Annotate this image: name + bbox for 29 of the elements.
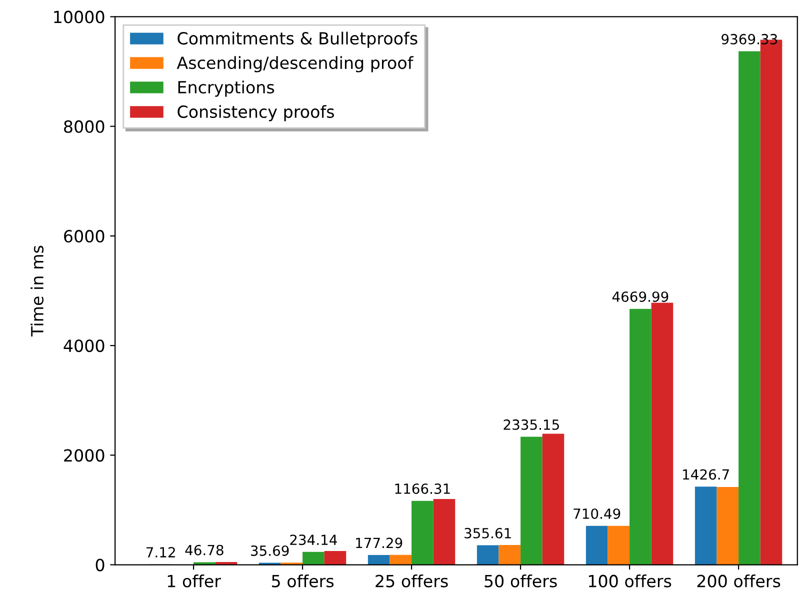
data-label: 355.61 bbox=[464, 528, 511, 538]
x-tick-label: 5 offers bbox=[272, 574, 334, 588]
y-tick-label: 0 bbox=[96, 558, 104, 572]
y-tick-label: 10000 bbox=[54, 10, 104, 24]
data-label: 7.12 bbox=[146, 547, 175, 558]
data-label: 2335.15 bbox=[504, 419, 559, 430]
data-label: 1426.7 bbox=[683, 469, 729, 480]
y-tick-label: 2000 bbox=[64, 449, 104, 462]
x-tick-label: 100 offers bbox=[588, 574, 672, 588]
data-label: 177.29 bbox=[356, 538, 402, 548]
x-tick-label: 25 offers bbox=[376, 574, 448, 588]
y-tick-label: 4000 bbox=[64, 340, 104, 352]
data-label: 710.49 bbox=[574, 508, 620, 519]
legend-label: Encryptions bbox=[178, 80, 274, 97]
y-axis-title: Time in ms bbox=[30, 246, 44, 337]
x-tick-label: 50 offers bbox=[484, 574, 557, 588]
legend-label: Ascending/descending proof bbox=[176, 56, 414, 72]
legend-label: Commitments & Bulletproofs bbox=[178, 32, 418, 48]
data-label: 4669.99 bbox=[612, 291, 668, 302]
legend-label: Consistency proofs bbox=[178, 105, 334, 122]
y-tick-label: 8000 bbox=[64, 120, 104, 133]
data-label: 9369.33 bbox=[722, 34, 778, 44]
data-label: 35.69 bbox=[251, 545, 289, 556]
data-label: 1166.31 bbox=[395, 483, 450, 494]
x-tick-label: 1 offer bbox=[168, 574, 222, 588]
data-label: 234.14 bbox=[290, 534, 337, 546]
x-tick-label: 200 offers bbox=[697, 574, 780, 588]
y-tick-label: 6000 bbox=[64, 230, 104, 243]
data-label: 46.78 bbox=[185, 544, 224, 556]
